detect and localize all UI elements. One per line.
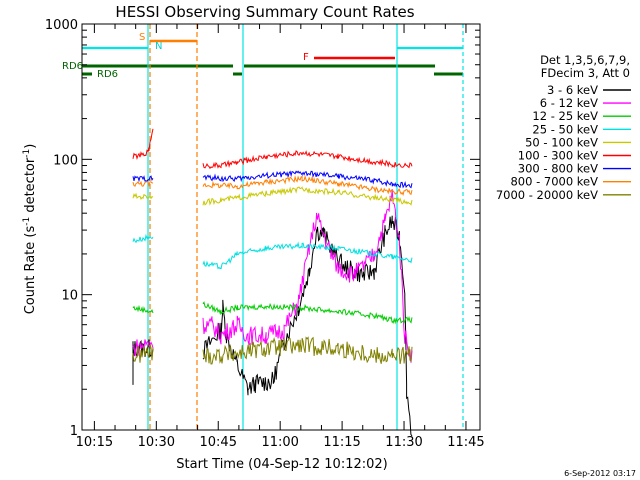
legend-item-label: 50 - 100 keV (525, 135, 598, 149)
legend: Det 1,3,5,6,7,9, FDecim 3, Att 0 3 - 6 k… (496, 53, 631, 202)
series-3-line (132, 301, 413, 325)
x-tick-label: 10:30 (138, 435, 175, 450)
x-tick-label: 10:15 (76, 435, 113, 450)
chart-title: HESSI Observing Summary Count Rates (115, 3, 414, 21)
legend-item-label: 7000 - 20000 keV (496, 188, 598, 202)
plot-frame (81, 23, 481, 431)
x-tick-label: 10:45 (200, 435, 237, 450)
legend-header-1: Det 1,3,5,6,7,9, (540, 53, 630, 67)
timestamp: 6-Sep-2012 03:17 (564, 469, 636, 478)
x-tick-label: 11:15 (323, 435, 360, 450)
f-label: F (303, 52, 309, 63)
legend-item-label: 800 - 7000 keV (510, 175, 598, 189)
s-label: S (139, 32, 145, 43)
series-8-line (132, 175, 413, 197)
x-tick-label: 11:45 (447, 435, 484, 450)
y-tick-label: 10 (61, 289, 78, 304)
legend-item-label: 3 - 6 keV (547, 83, 598, 97)
x-axis: 10:15 10:30 10:45 11:00 11:15 11:30 11:45 (76, 24, 485, 450)
legend-item-label: 25 - 50 keV (532, 122, 598, 136)
rd6-label-1: RD6 (62, 61, 83, 72)
series-7-line (132, 170, 413, 189)
y-tick-label: 100 (53, 153, 78, 168)
x-axis-label: Start Time (04-Sep-12 10:12:02) (176, 457, 387, 472)
legend-item-label: 300 - 800 keV (518, 162, 598, 176)
rd6-label-2: RD6 (97, 69, 118, 80)
legend-item-label: 100 - 300 keV (518, 149, 598, 163)
annotations: S N F RD6 RD6 (62, 32, 309, 80)
series-2-line (132, 188, 413, 363)
x-tick-label: 11:00 (261, 435, 298, 450)
series-layer (132, 128, 413, 437)
y-axis-label: Count Rate (s-1 detector-1) (22, 144, 38, 315)
legend-item-label: 12 - 25 keV (532, 109, 598, 123)
x-tick-label: 11:30 (385, 435, 422, 450)
series-5-line (132, 186, 413, 206)
y-tick-label: 1 (70, 424, 78, 439)
legend-header-2: FDecim 3, Att 0 (541, 66, 630, 80)
y-axis: 1 10 100 1000 (45, 18, 480, 439)
series-9-line (132, 336, 413, 365)
series-6-line (132, 128, 413, 170)
y-tick-label: 1000 (45, 18, 78, 33)
n-label: N (155, 41, 162, 52)
legend-item-label: 6 - 12 keV (540, 96, 598, 110)
series-4-line (132, 233, 413, 270)
